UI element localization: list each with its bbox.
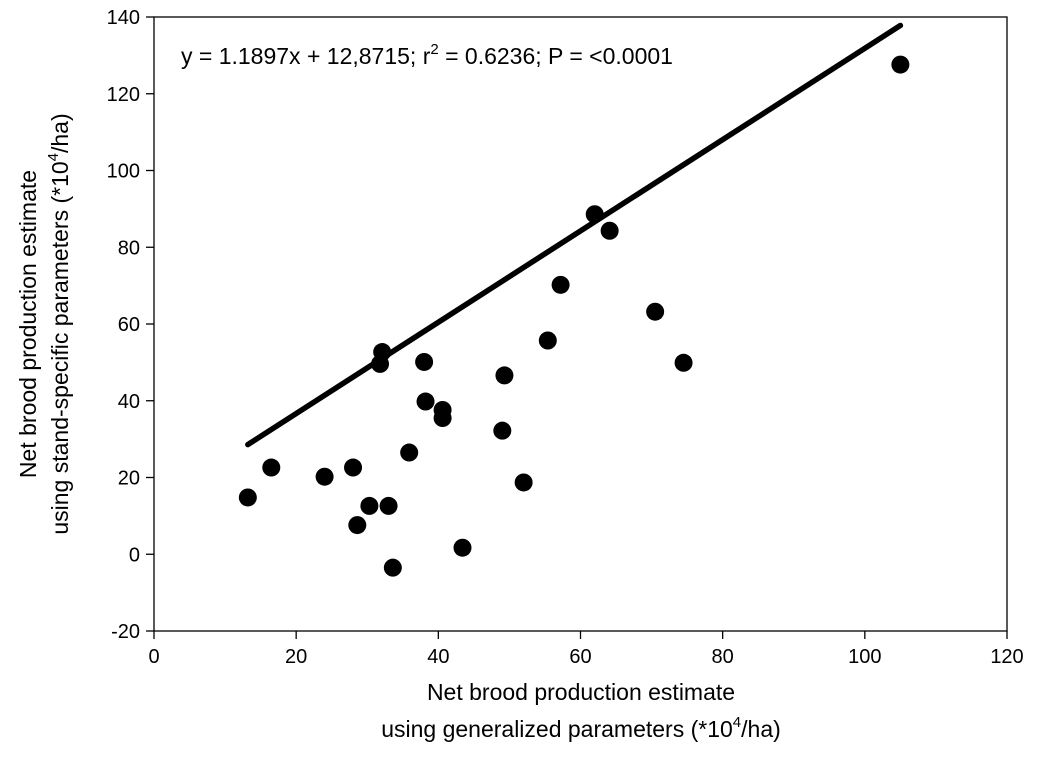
x-tick-label: 120 xyxy=(990,646,1023,668)
data-point xyxy=(551,275,570,294)
y-axis-title-line1: Net brood production estimate xyxy=(15,170,41,478)
x-tick-label: 20 xyxy=(285,646,307,668)
regression-annotation: y = 1.1897x + 12,8715; r2 = 0.6236; P = … xyxy=(181,41,673,69)
data-point xyxy=(415,352,434,371)
y-tick-label: 20 xyxy=(118,468,140,490)
data-point xyxy=(891,55,910,74)
x-axis-title-pre: using generalized parameters (*10 xyxy=(381,716,733,742)
y-tick-label: 100 xyxy=(107,161,140,183)
data-points xyxy=(238,55,910,577)
y-tick-label: 60 xyxy=(118,314,140,336)
data-point xyxy=(646,302,665,321)
y-axis-title-superscript: 4 xyxy=(45,153,62,161)
data-point xyxy=(585,205,604,224)
x-axis-title-post: /ha) xyxy=(741,716,781,742)
x-axis-ticks: 0 20 40 60 80 100 120 xyxy=(148,631,1024,668)
x-tick-label: 60 xyxy=(569,646,591,668)
data-point xyxy=(674,353,693,372)
x-tick-label: 100 xyxy=(848,646,881,668)
annotation-text-pre: y = 1.1897x + 12,8715; r xyxy=(181,43,431,69)
y-axis-title-line2: using stand-specific parameters (*104/ha… xyxy=(45,113,73,534)
x-axis-title-superscript: 4 xyxy=(733,714,741,731)
data-point xyxy=(514,473,533,492)
data-point xyxy=(493,421,512,440)
data-point xyxy=(348,516,367,535)
y-axis-title-post: /ha) xyxy=(47,113,73,153)
data-point xyxy=(433,409,452,428)
data-point xyxy=(238,488,257,507)
regression-line xyxy=(245,22,904,448)
data-point xyxy=(400,443,419,462)
data-point xyxy=(600,221,619,240)
data-point xyxy=(453,538,472,557)
data-point xyxy=(315,467,334,486)
data-point xyxy=(360,496,379,515)
x-axis-title-line1: Net brood production estimate xyxy=(427,679,735,705)
y-tick-label: 40 xyxy=(118,391,140,413)
x-tick-label: 40 xyxy=(427,646,449,668)
y-tick-label: 140 xyxy=(107,7,140,29)
y-tick-label: 0 xyxy=(129,544,140,566)
data-point xyxy=(379,496,398,515)
data-point xyxy=(538,331,557,350)
data-point xyxy=(262,458,281,477)
x-axis-title-line2: using generalized parameters (*104/ha) xyxy=(381,714,781,742)
plot-frame xyxy=(153,16,1008,632)
y-tick-label: 80 xyxy=(118,237,140,259)
data-point xyxy=(383,558,402,577)
y-tick-label: 120 xyxy=(107,84,140,106)
data-point xyxy=(416,392,435,411)
annotation-superscript: 2 xyxy=(430,41,438,58)
data-point xyxy=(373,343,392,362)
y-tick-label: -20 xyxy=(111,621,140,643)
x-tick-label: 0 xyxy=(148,646,159,668)
x-tick-label: 80 xyxy=(712,646,734,668)
data-point xyxy=(495,366,514,385)
y-axis-title-pre: using stand-specific parameters (*10 xyxy=(47,161,73,534)
data-point xyxy=(344,458,363,477)
annotation-text-post: = 0.6236; P = <0.0001 xyxy=(439,43,673,69)
y-axis-ticks: -20 0 20 40 60 80 100 120 140 xyxy=(107,7,154,643)
